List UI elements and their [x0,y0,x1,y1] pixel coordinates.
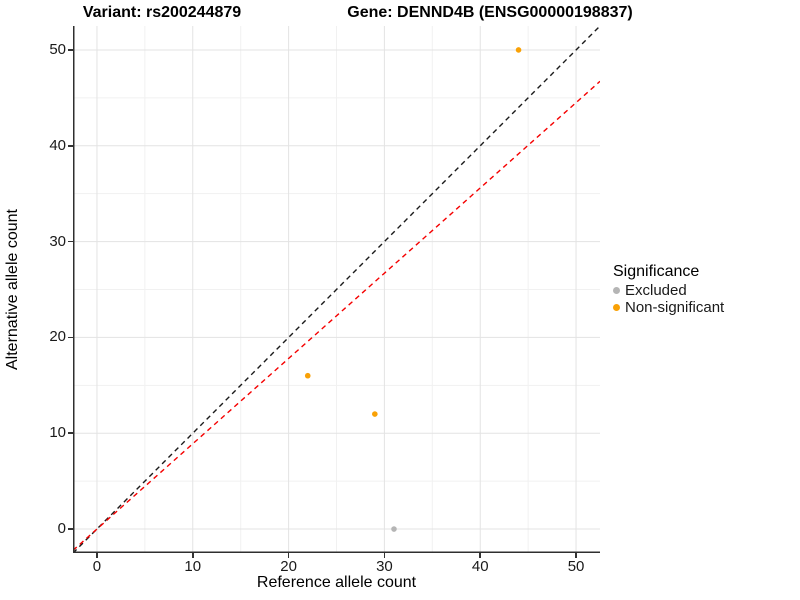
x-axis-label: Reference allele count [256,574,417,591]
legend: Significance Excluded Non-significant [613,262,724,316]
y-tick-label: 10 [49,424,66,442]
legend-entry-label: Non-significant [625,299,725,316]
x-tick-mark [192,553,194,558]
x-tick-label: 30 [376,558,393,575]
plot-panel [73,26,600,553]
x-tick-mark [575,553,577,558]
expected-ratio-line [73,80,600,551]
legend-key-dot [613,304,620,311]
x-tick-mark [479,553,481,558]
data-point-excluded [391,526,397,532]
y-axis-label: Alternative allele count [4,209,21,370]
y-tick-label: 30 [49,232,66,250]
x-tick-mark [96,553,98,558]
y-tick-label: 0 [57,520,66,538]
data-point-non-significant [372,411,378,417]
legend-title: Significance [613,263,700,280]
x-tick-mark [383,553,386,558]
y-tick-mark [68,240,73,243]
plot-title-variant: Variant: rs200244879 [82,4,242,21]
y-tick-mark [68,49,73,51]
legend-key-dot [613,287,620,294]
identity-line [73,26,600,553]
y-tick-mark [68,528,73,530]
data-point-non-significant [304,372,311,379]
x-tick-label: 40 [471,558,489,575]
data-point-non-significant [515,47,522,53]
y-tick-label: 40 [49,136,66,154]
y-tick-mark [68,336,73,339]
x-tick-label: 20 [280,558,297,575]
legend-entry-label: Excluded [625,282,687,299]
y-tick-label: 50 [49,40,66,58]
plot-canvas [73,26,600,553]
y-tick-label: 20 [49,328,66,346]
legend-entry: Non-significant [613,299,724,316]
x-tick-label: 0 [92,558,102,575]
x-tick-label: 10 [184,558,202,575]
plot-title-gene: Gene: DENND4B (ENSG00000198837) [347,4,633,21]
legend-entries: Excluded Non-significant [613,282,724,316]
x-tick-mark [287,553,290,558]
x-tick-label: 50 [567,558,585,575]
y-tick-mark [68,432,73,434]
y-tick-mark [68,145,73,147]
legend-entry: Excluded [613,282,724,299]
